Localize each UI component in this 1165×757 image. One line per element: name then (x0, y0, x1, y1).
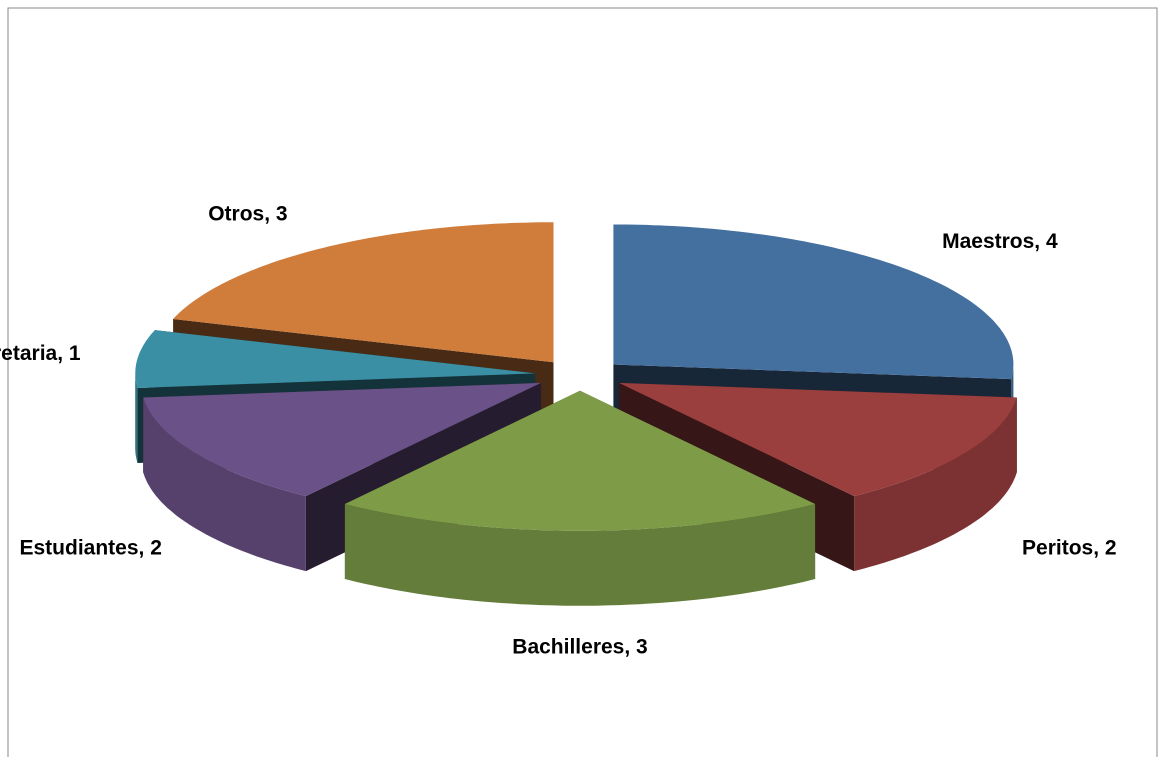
chart-border (7, 7, 1158, 757)
data-label: Maestros, 4 (942, 230, 1058, 253)
data-label: Secretaria, 1 (0, 342, 81, 365)
slice-wall (854, 397, 1017, 572)
slice (344, 390, 816, 531)
slice (613, 224, 1014, 380)
data-label: Bachilleres, 3 (512, 635, 647, 658)
data-label: Peritos, 2 (1022, 536, 1117, 559)
slice-wall (135, 373, 138, 463)
slice (173, 222, 554, 363)
data-label: Estudiantes, 2 (20, 536, 162, 559)
slice-wall (143, 397, 306, 572)
slice (143, 382, 541, 497)
slice (135, 330, 536, 388)
data-label: Otros, 3 (208, 203, 287, 226)
slice-wall (344, 504, 816, 606)
slice (619, 382, 1017, 497)
